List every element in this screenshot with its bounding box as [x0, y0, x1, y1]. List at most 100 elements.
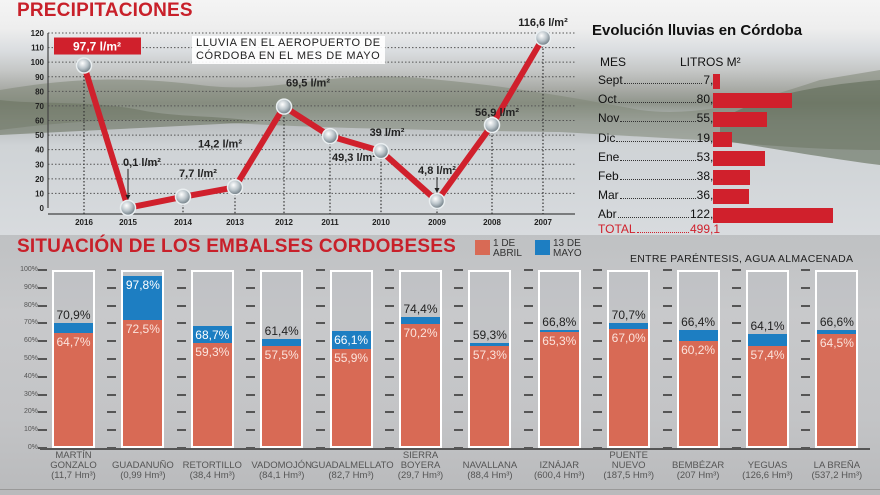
- tick-mark: [593, 322, 603, 325]
- hills-backdrop: [0, 70, 880, 165]
- leader-dots: [619, 198, 696, 200]
- tick-mark: [454, 429, 464, 432]
- highlight-label-box: [54, 37, 141, 55]
- tick-mark: [246, 304, 256, 307]
- data-point-marker: [428, 192, 446, 210]
- data-point-marker: [372, 142, 390, 160]
- bar-april: [123, 319, 163, 446]
- data-point-marker: [75, 57, 93, 74]
- reservoir-column: 70,7% 67,0%: [607, 270, 651, 448]
- label-april: 64,7%: [56, 335, 91, 350]
- tick-mark: [593, 358, 603, 360]
- label-may: 97,8%: [125, 277, 160, 292]
- bar-april: [817, 333, 857, 446]
- data-label: 0,1 l/m²: [123, 157, 161, 169]
- monthly-bar: [713, 74, 721, 89]
- y-tick-label: 0: [40, 204, 45, 213]
- leader-dots: [616, 140, 696, 142]
- reservoir-name-line: YEGUAS: [747, 460, 788, 471]
- monthly-bar: [713, 189, 749, 205]
- data-label: 69,5 l/m²: [286, 78, 330, 90]
- y-tick-label: 100: [31, 58, 45, 67]
- monthly-row: Ene 53,1: [598, 150, 720, 164]
- tick-mark: [454, 269, 464, 271]
- tick-mark: [176, 358, 186, 360]
- tick-mark: [315, 269, 325, 271]
- monthly-row: Mar 36,4: [598, 188, 720, 202]
- tick-mark: [107, 304, 117, 307]
- reservoir-name: NAVALLANA (88,4 Hm³): [450, 461, 530, 481]
- tick-mark: [385, 393, 394, 396]
- y-tick-label: 70: [35, 102, 44, 111]
- reservoir-name-line: VADOMOJÓN: [251, 460, 312, 471]
- legend-may: 13 DE MAYO: [553, 239, 582, 259]
- monthly-total-row: TOTAL 499,1: [598, 222, 720, 236]
- legend-april-line1: 1 DE: [493, 238, 516, 249]
- monthly-row: Feb 38,3: [598, 169, 720, 183]
- precipitation-line-chart: 0 10 20 30 40 50 60 70 80 90 100 110 120 2016 2015 2014…: [31, 17, 575, 227]
- reservoir-name: BEMBÉZAR (207 Hm³): [658, 461, 738, 481]
- legend-swatch-may: [535, 240, 550, 255]
- label-april: 55,9%: [334, 350, 369, 365]
- label-april: 57,5%: [264, 347, 299, 362]
- storage-note: ENTRE PARÉNTESIS, AGUA ALMACENADA: [630, 253, 854, 265]
- tick-mark: [523, 269, 533, 271]
- tick-mark: [732, 411, 741, 414]
- bar-may-increase: [817, 330, 857, 334]
- bar-april: [262, 345, 302, 446]
- tick-mark: [176, 429, 186, 432]
- tick-mark: [523, 393, 533, 396]
- tick-mark: [523, 358, 533, 360]
- reservoir-name-line: GUADALMELLATO: [311, 460, 394, 471]
- tick-mark: [315, 429, 325, 432]
- leader-dots: [620, 159, 696, 161]
- tick-mark: [593, 375, 603, 378]
- tick-mark: [662, 358, 672, 360]
- reservoir-baseline: [40, 448, 870, 450]
- reservoir-column: 66,1% 55,9%: [329, 270, 373, 448]
- label-may: 59,3%: [472, 327, 507, 342]
- total-value: 499,1: [689, 222, 720, 236]
- tick-mark: [801, 375, 811, 378]
- tick-mark: [107, 269, 117, 271]
- tick-mark: [593, 411, 603, 414]
- month-label: Dic: [598, 130, 616, 145]
- tick-mark: [385, 286, 394, 289]
- total-label: TOTAL: [598, 222, 636, 236]
- y-tick-label: 60: [35, 117, 44, 126]
- tick-mark: [523, 340, 533, 343]
- bar-may-increase: [54, 322, 93, 334]
- reservoir-storage: (0,99 Hm³): [120, 470, 166, 481]
- leader-dots: [636, 232, 689, 233]
- y-tick-label: 120: [31, 29, 45, 38]
- reservoir-name-line: SIERRA: [402, 450, 439, 461]
- tick-mark: [315, 286, 325, 289]
- reservoir-name: PUENTE NUEVO (187,5 Hm³): [589, 451, 669, 481]
- tick-mark: [38, 375, 47, 378]
- tick-mark: [801, 286, 811, 289]
- x-tick-label: 2013: [226, 218, 244, 227]
- month-label: Sept: [598, 73, 623, 87]
- bar-may-increase: [401, 316, 440, 324]
- reservoir-name-line: MARTÍN: [55, 450, 92, 461]
- bar-april: [609, 329, 649, 446]
- tick-mark: [38, 322, 47, 325]
- x-tick-label: 2014: [174, 218, 192, 227]
- tick-mark: [315, 358, 325, 360]
- tick-mark: [662, 286, 672, 289]
- tick-mark: [801, 269, 811, 271]
- tick-mark: [246, 358, 256, 360]
- tick-mark: [662, 375, 672, 378]
- bar-may-increase: [748, 334, 787, 347]
- bar-april: [539, 332, 579, 446]
- tick-mark: [523, 286, 533, 289]
- data-label: 56,9 l/m²: [475, 107, 519, 119]
- data-point-marker: [321, 127, 339, 145]
- month-label: Mar: [598, 188, 619, 203]
- y-tick-label: 20%: [23, 408, 38, 416]
- tick-mark: [593, 340, 603, 343]
- leader-dots: [619, 179, 696, 180]
- tick-mark: [662, 411, 672, 414]
- month-value: 122,7: [689, 207, 720, 222]
- footer-divider: [0, 489, 880, 490]
